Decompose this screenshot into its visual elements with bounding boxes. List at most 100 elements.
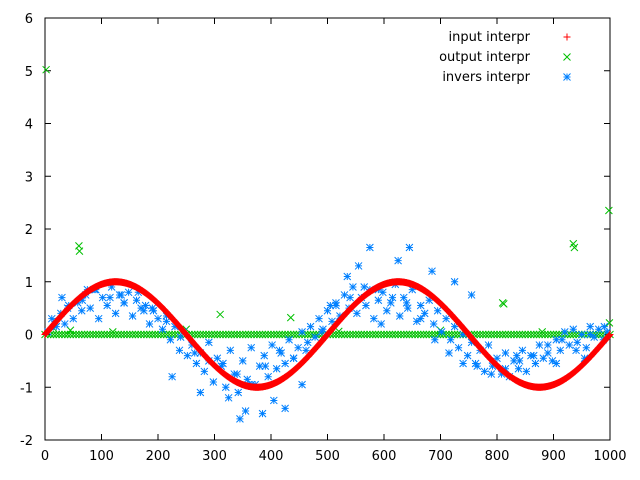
output-interpr-point: [207, 330, 216, 339]
invers-interpr-point: [111, 309, 120, 318]
invers-interpr-point: [420, 309, 429, 318]
output-interpr-point: [154, 330, 162, 339]
output-interpr-point: [507, 330, 515, 339]
output-interpr-point: [340, 330, 349, 339]
output-interpr-point: [267, 330, 275, 339]
invers-interpr-point: [69, 314, 78, 323]
invers-interpr-point: [484, 341, 493, 349]
series-invers-interpr: [43, 243, 612, 423]
output-interpr-point: [473, 330, 482, 339]
output-interpr-point: [397, 330, 405, 339]
invers-interpr-point: [480, 367, 489, 376]
output-interpr-point: [405, 330, 414, 339]
invers-interpr-point: [445, 349, 453, 357]
output-interpr-point: [77, 330, 86, 339]
y-tick-label: 3: [25, 170, 33, 185]
invers-interpr-point: [340, 291, 349, 299]
invers-interpr-point: [60, 320, 69, 328]
output-interpr-point: [72, 330, 80, 339]
output-interpr-point: [193, 330, 202, 339]
invers-interpr-point: [140, 306, 148, 315]
output-interpr-point: [221, 330, 230, 339]
output-interpr-point: [60, 330, 69, 339]
invers-interpr-point: [603, 328, 612, 336]
output-interpr-point: [83, 330, 92, 339]
invers-interpr-point: [176, 333, 185, 341]
x-tick-label: 400: [259, 449, 284, 464]
invers-interpr-point: [556, 346, 565, 355]
invers-interpr-point: [107, 283, 116, 291]
invers-interpr-point: [289, 354, 298, 363]
output-interpr-point: [94, 330, 103, 339]
output-interpr-point: [377, 330, 386, 339]
output-interpr-point: [196, 330, 205, 339]
invers-interpr-point: [281, 359, 289, 368]
output-interpr-point: [120, 330, 128, 339]
invers-interpr-point: [303, 338, 312, 347]
invers-interpr-point: [429, 320, 438, 328]
invers-interpr-point: [171, 322, 179, 331]
output-interpr-point: [100, 330, 109, 339]
invers-interpr-point: [134, 288, 143, 297]
invers-interpr-point: [425, 296, 434, 305]
invers-interpr-point: [497, 370, 506, 378]
output-interpr-point: [145, 330, 154, 339]
output-interpr-point: [527, 330, 535, 339]
x-tick-label: 100: [89, 449, 114, 464]
output-interpr-point: [605, 206, 613, 215]
output-interpr-point: [227, 330, 236, 339]
output-interpr-point: [134, 330, 143, 339]
invers-interpr-point: [315, 314, 323, 323]
invers-interpr-point: [515, 357, 524, 365]
output-interpr-point: [385, 330, 394, 339]
y-tick-label: 4: [25, 118, 33, 133]
output-interpr-point: [255, 330, 264, 339]
invers-interpr-point: [260, 351, 269, 360]
output-interpr-point: [495, 330, 504, 339]
input-interpr-point: [606, 331, 614, 338]
output-interpr-point: [261, 330, 270, 339]
invers-interpr-point: [94, 314, 103, 323]
invers-interpr-point: [428, 267, 436, 276]
invers-interpr-point: [52, 322, 61, 331]
invers-interpr-point: [501, 349, 510, 357]
invers-interpr-point: [459, 330, 467, 339]
output-interpr-point: [512, 330, 521, 339]
invers-interpr-point: [47, 314, 56, 323]
x-tick-label: 900: [541, 449, 566, 464]
output-interpr-point: [538, 330, 547, 339]
invers-interpr-point: [403, 304, 412, 312]
invers-interpr-point: [374, 296, 383, 305]
output-interpr-point: [140, 330, 148, 339]
output-interpr-point: [128, 330, 137, 339]
invers-interpr-point: [217, 362, 226, 371]
output-interpr-point: [91, 330, 100, 339]
invers-interpr-point: [395, 312, 404, 320]
legend-marker: [563, 73, 571, 81]
legend-marker: [563, 33, 571, 41]
invers-interpr-point: [317, 328, 326, 336]
invers-interpr-point: [117, 291, 126, 299]
output-interpr-point: [334, 327, 343, 336]
output-interpr-point: [354, 330, 363, 339]
invers-interpr-point: [360, 283, 369, 291]
output-interpr-point: [445, 330, 453, 339]
invers-interpr-point: [221, 383, 230, 392]
output-interpr-point: [241, 330, 250, 339]
output-interpr-point: [538, 328, 547, 336]
output-interpr-point: [117, 330, 126, 339]
output-interpr-point: [450, 330, 459, 339]
invers-interpr-point: [128, 312, 137, 320]
output-interpr-point: [89, 330, 97, 339]
output-interpr-point: [190, 330, 199, 339]
invers-interpr-point: [243, 375, 252, 384]
output-interpr-point: [388, 330, 397, 339]
invers-interpr-point: [298, 380, 306, 389]
invers-interpr-point: [319, 325, 327, 334]
invers-interpr-point: [454, 343, 463, 352]
output-interpr-point: [422, 330, 431, 339]
series-input-interpr: [41, 278, 614, 391]
output-interpr-point: [230, 330, 239, 339]
y-tick-label: 1: [25, 276, 33, 291]
invers-interpr-point: [459, 359, 467, 368]
